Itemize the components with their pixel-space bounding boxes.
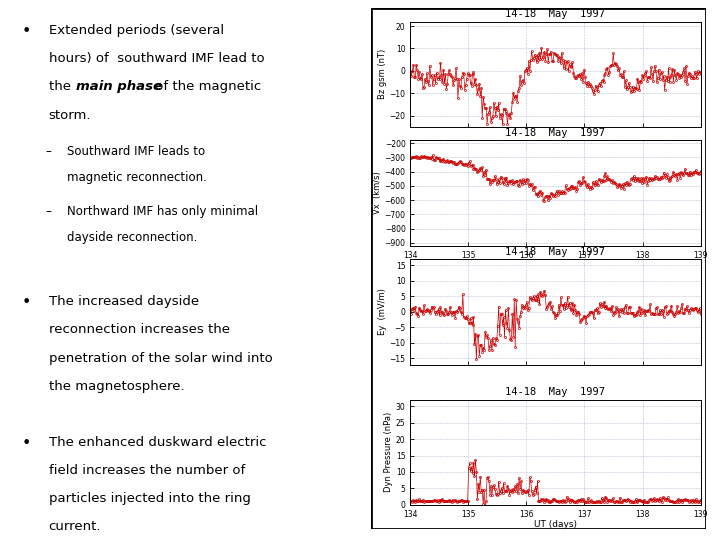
Text: current.: current. (49, 520, 101, 533)
Text: storm.: storm. (49, 109, 91, 122)
Title: 14-18  May  1997: 14-18 May 1997 (505, 128, 606, 138)
Text: field increases the number of: field increases the number of (49, 464, 245, 477)
Y-axis label: Dyn Pressure (nPa): Dyn Pressure (nPa) (384, 412, 393, 492)
Text: the magnetosphere.: the magnetosphere. (49, 380, 184, 393)
Text: •: • (22, 295, 31, 310)
Y-axis label: Bz gsm (nT): Bz gsm (nT) (378, 49, 387, 99)
Text: Northward IMF has only minimal: Northward IMF has only minimal (67, 205, 258, 218)
Y-axis label: Vx  (km/s): Vx (km/s) (373, 172, 382, 214)
Title: 14-18  May  1997: 14-18 May 1997 (505, 247, 606, 257)
Title: 14-18  May  1997: 14-18 May 1997 (505, 9, 606, 19)
Text: hours) of  southward IMF lead to: hours) of southward IMF lead to (49, 52, 264, 65)
X-axis label: UT (days): UT (days) (534, 261, 577, 270)
X-axis label: UT (days): UT (days) (534, 520, 577, 529)
Text: •: • (22, 24, 31, 39)
Text: particles injected into the ring: particles injected into the ring (49, 492, 251, 505)
Text: main phase: main phase (76, 80, 161, 93)
Text: reconnection increases the: reconnection increases the (49, 323, 230, 336)
Title: 14-18  May  1997: 14-18 May 1997 (505, 387, 606, 397)
Text: Extended periods (several: Extended periods (several (49, 24, 224, 37)
Text: penetration of the solar wind into: penetration of the solar wind into (49, 352, 272, 365)
Text: The enhanced duskward electric: The enhanced duskward electric (49, 436, 266, 449)
Text: The increased dayside: The increased dayside (49, 295, 199, 308)
Y-axis label: Ey  (mV/m): Ey (mV/m) (378, 288, 387, 335)
Text: of the magnetic: of the magnetic (151, 80, 261, 93)
Text: –: – (45, 205, 51, 218)
Text: magnetic reconnection.: magnetic reconnection. (67, 171, 207, 184)
Text: dayside reconnection.: dayside reconnection. (67, 231, 197, 244)
Text: •: • (22, 436, 31, 451)
Text: –: – (45, 145, 51, 158)
Text: Southward IMF leads to: Southward IMF leads to (67, 145, 204, 158)
Text: the: the (49, 80, 75, 93)
